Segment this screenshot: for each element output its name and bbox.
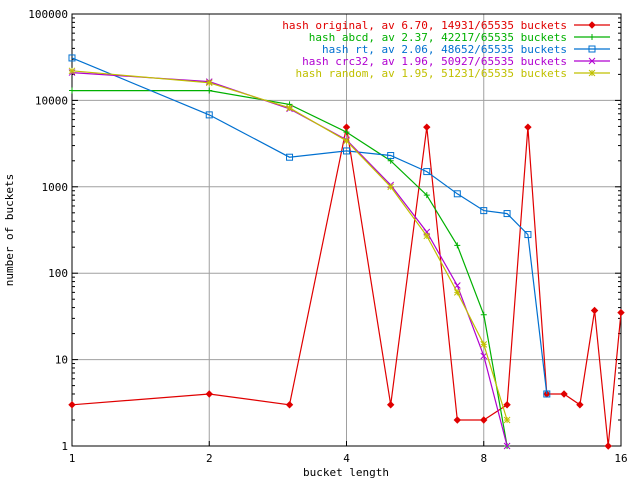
data-point (480, 416, 488, 424)
data-point (423, 168, 431, 176)
data-point (68, 54, 76, 62)
y-tick-label: 1 (61, 440, 68, 453)
legend-entry: hash rt, av 2.06, 48652/65535 buckets (322, 43, 610, 56)
data-point (503, 416, 511, 424)
data-point (206, 87, 213, 94)
data-point (503, 401, 511, 409)
series-line (71, 72, 508, 447)
series-1 (68, 123, 625, 450)
legend-label: hash random, av 1.95, 51231/65535 bucket… (295, 67, 567, 80)
data-point (503, 442, 511, 450)
data-point (387, 152, 395, 160)
y-tick-label: 1000 (42, 181, 69, 194)
series-group (68, 54, 625, 450)
data-point (480, 311, 487, 318)
data-point (560, 390, 568, 398)
data-point (205, 79, 213, 87)
data-point (588, 57, 596, 65)
data-point (387, 183, 395, 191)
grid (72, 14, 621, 446)
data-point (590, 306, 599, 315)
data-point (543, 390, 551, 398)
legend-label: hash abcd, av 2.37, 42217/65535 buckets (309, 31, 567, 44)
legend-entry: hash original, av 6.70, 14931/65535 buck… (282, 19, 610, 32)
data-point (480, 207, 488, 215)
y-axis-label: number of buckets (3, 174, 16, 287)
data-point (453, 190, 461, 198)
y-tick-label: 10 (55, 354, 68, 367)
legend-entry: hash abcd, av 2.37, 42217/65535 buckets (309, 31, 610, 44)
data-point (343, 129, 350, 136)
data-point (343, 147, 350, 155)
data-point (503, 210, 511, 218)
data-point (205, 390, 213, 398)
data-point (205, 111, 213, 119)
data-point (480, 341, 488, 348)
series-line (71, 127, 622, 447)
data-point (588, 45, 596, 53)
legend-entry: hash random, av 1.95, 51231/65535 bucket… (295, 67, 610, 80)
data-point (69, 87, 75, 94)
legend-label: hash rt, av 2.06, 48652/65535 buckets (322, 43, 567, 56)
data-point (386, 401, 395, 409)
data-point (524, 231, 532, 239)
series-5 (68, 67, 511, 424)
y-tick-label: 100000 (28, 8, 68, 21)
data-point (423, 123, 431, 131)
legend-label: hash original, av 6.70, 14931/65535 buck… (282, 19, 567, 32)
data-point (453, 289, 461, 296)
x-tick-label: 4 (343, 452, 350, 465)
legend: hash original, av 6.70, 14931/65535 buck… (282, 19, 610, 80)
x-axis-label: bucket length (303, 466, 389, 479)
data-point (480, 352, 488, 360)
axis-ticks: 1 2 4 8 16 1 10 100 1000 10000 100000 (28, 8, 627, 465)
data-point (68, 401, 76, 409)
data-point (576, 401, 584, 409)
series-3 (68, 54, 551, 398)
data-point (286, 104, 293, 112)
data-point (423, 192, 430, 199)
data-point (286, 153, 294, 161)
data-point (423, 232, 431, 240)
series-line (71, 57, 548, 395)
legend-label: hash crc32, av 1.96, 50927/65535 buckets (302, 55, 567, 68)
data-point (68, 67, 76, 75)
y-tick-label: 10000 (35, 94, 68, 107)
data-point (604, 442, 612, 450)
data-point (454, 242, 461, 249)
series-4 (68, 69, 511, 450)
data-point (285, 401, 294, 409)
legend-entry: hash crc32, av 1.96, 50927/65535 buckets (302, 55, 610, 68)
data-point (589, 34, 595, 40)
series-line (71, 70, 508, 421)
x-tick-label: 2 (206, 452, 213, 465)
x-tick-label: 1 (69, 452, 76, 465)
data-point (524, 123, 532, 131)
data-point (588, 69, 596, 77)
data-point (453, 416, 462, 424)
data-point (343, 137, 350, 145)
y-tick-label: 100 (48, 267, 68, 280)
x-tick-label: 16 (614, 452, 627, 465)
data-point (588, 21, 596, 29)
x-tick-label: 8 (480, 452, 487, 465)
data-point (617, 308, 625, 317)
